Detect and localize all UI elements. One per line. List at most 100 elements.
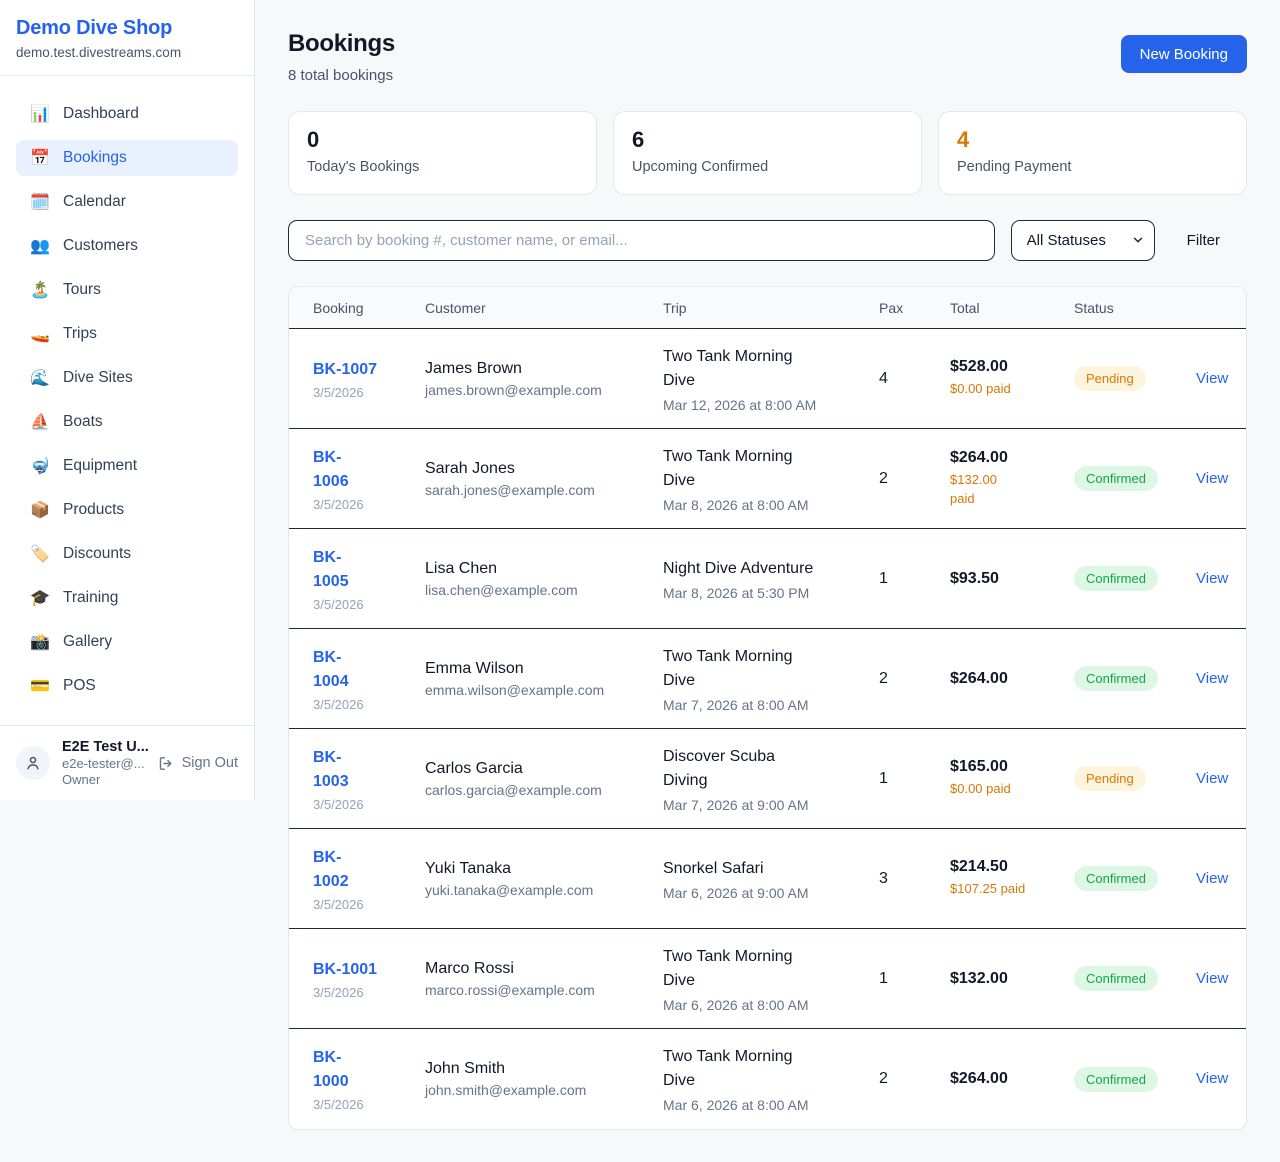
status-badge: Confirmed bbox=[1074, 566, 1158, 591]
customer-email: emma.wilson@example.com bbox=[425, 681, 605, 698]
trip-datetime: Mar 8, 2026 at 5:30 PM bbox=[663, 584, 810, 601]
sign-out-label: Sign Out bbox=[181, 755, 238, 771]
sidebar-item-dashboard[interactable]: 📊 Dashboard bbox=[16, 96, 238, 132]
booking-cell: BK-1007 3/5/2026 bbox=[313, 358, 425, 400]
customer-cell: Marco Rossi marco.rossi@example.com bbox=[425, 960, 663, 998]
sidebar-item-tours[interactable]: 🏝️ Tours bbox=[16, 272, 238, 308]
status-filter-select[interactable]: All Statuses bbox=[1010, 220, 1155, 261]
trip-cell: Discover Scuba Diving Mar 7, 2026 at 9:0… bbox=[663, 745, 879, 813]
stat-label: Pending Payment bbox=[957, 159, 1072, 175]
booking-date: 3/5/2026 bbox=[313, 696, 364, 712]
sign-out-icon bbox=[159, 756, 172, 770]
dive-sites-wave-icon: 🌊 bbox=[30, 370, 50, 387]
total-cell: $264.00 $132.00 paid bbox=[950, 449, 1074, 509]
booking-number-link[interactable]: BK-1001 bbox=[313, 960, 378, 978]
booking-number-link[interactable]: BK- 1002 bbox=[313, 848, 349, 890]
total-amount: $165.00 bbox=[950, 758, 1008, 776]
trip-cell: Snorkel Safari Mar 6, 2026 at 9:00 AM bbox=[663, 857, 879, 901]
avatar bbox=[16, 746, 50, 780]
customer-name: John Smith bbox=[425, 1060, 506, 1077]
total-cell: $93.50 bbox=[950, 570, 1074, 588]
sidebar-item-bookings[interactable]: 📅 Bookings bbox=[16, 140, 238, 176]
customer-cell: Emma Wilson emma.wilson@example.com bbox=[425, 660, 663, 698]
view-link[interactable]: View bbox=[1196, 1070, 1229, 1087]
total-cell: $264.00 bbox=[950, 670, 1074, 688]
sidebar-nav: 📊 Dashboard 📅 Bookings 🗓️ Calendar 👥 Customers 🏝… bbox=[0, 76, 254, 725]
search-input[interactable] bbox=[288, 220, 995, 261]
view-link[interactable]: View bbox=[1196, 369, 1229, 387]
sidebar-item-discounts[interactable]: 🏷️ Discounts bbox=[16, 536, 238, 572]
total-cell: $214.50 $107.25 paid bbox=[950, 858, 1074, 899]
sidebar-item-equipment[interactable]: 🤿 Equipment bbox=[16, 448, 238, 484]
filter-row: All Statuses Filter bbox=[288, 220, 1247, 261]
sidebar-item-label: Bookings bbox=[63, 149, 127, 166]
table-header-row: Booking Customer Trip Pax Total Status bbox=[289, 287, 1246, 329]
sidebar-item-trips[interactable]: 🚤 Trips bbox=[16, 316, 238, 352]
sidebar-item-boats[interactable]: ⛵ Boats bbox=[16, 404, 238, 440]
trip-datetime: Mar 6, 2026 at 8:00 AM bbox=[663, 996, 809, 1013]
view-link[interactable]: View bbox=[1196, 469, 1229, 487]
stat-card-upcoming-confirmed: 6 Upcoming Confirmed bbox=[613, 111, 922, 195]
table-row: BK- 1006 3/5/2026 Sarah Jones sarah.jone… bbox=[289, 429, 1246, 529]
shop-name: Demo Dive Shop bbox=[16, 17, 173, 39]
sidebar-item-training[interactable]: 🎓 Training bbox=[16, 580, 238, 616]
booking-cell: BK- 1003 3/5/2026 bbox=[313, 746, 425, 812]
booking-number-link[interactable]: BK- 1003 bbox=[313, 748, 349, 790]
sidebar-item-customers[interactable]: 👥 Customers bbox=[16, 228, 238, 264]
filter-button[interactable]: Filter bbox=[1186, 232, 1220, 249]
gallery-camera-icon: 📸 bbox=[30, 634, 50, 651]
table-row: BK- 1002 3/5/2026 Yuki Tanaka yuki.tanak… bbox=[289, 829, 1246, 929]
view-link[interactable]: View bbox=[1196, 569, 1229, 587]
booking-date: 3/5/2026 bbox=[313, 1097, 364, 1112]
total-cell: $132.00 bbox=[950, 970, 1074, 988]
new-booking-button[interactable]: New Booking bbox=[1120, 35, 1247, 73]
booking-number-link[interactable]: BK- 1006 bbox=[313, 448, 349, 490]
booking-number-link[interactable]: BK- 1000 bbox=[313, 1049, 349, 1090]
sidebar-item-label: Dashboard bbox=[63, 105, 139, 122]
status-cell: Confirmed bbox=[1074, 1066, 1196, 1092]
pax-count: 4 bbox=[879, 369, 888, 387]
booking-number-link[interactable]: BK- 1004 bbox=[313, 648, 349, 690]
customer-name: Marco Rossi bbox=[425, 959, 514, 977]
sidebar-item-label: Customers bbox=[63, 237, 138, 254]
customer-cell: Carlos Garcia carlos.garcia@example.com bbox=[425, 760, 663, 798]
sidebar-item-pos[interactable]: 💳 POS bbox=[16, 668, 238, 704]
trip-cell: Two Tank Morning Dive Mar 6, 2026 at 8:0… bbox=[663, 945, 879, 1013]
actions-cell: View bbox=[1196, 770, 1228, 788]
pax-count: 1 bbox=[879, 769, 888, 787]
customer-email: carlos.garcia@example.com bbox=[425, 781, 602, 798]
booking-date: 3/5/2026 bbox=[313, 796, 364, 812]
status-badge: Confirmed bbox=[1074, 1066, 1158, 1092]
status-cell: Pending bbox=[1074, 366, 1196, 391]
sidebar-item-dive-sites[interactable]: 🌊 Dive Sites bbox=[16, 360, 238, 396]
booking-number-link[interactable]: BK-1007 bbox=[313, 360, 378, 378]
booking-date: 3/5/2026 bbox=[313, 984, 364, 1000]
booking-cell: BK- 1000 3/5/2026 bbox=[313, 1046, 425, 1112]
view-link[interactable]: View bbox=[1196, 769, 1229, 787]
table-row: BK-1007 3/5/2026 James Brown james.brown… bbox=[289, 329, 1246, 429]
status-cell: Confirmed bbox=[1074, 566, 1196, 591]
sidebar-item-gallery[interactable]: 📸 Gallery bbox=[16, 624, 238, 660]
booking-cell: BK- 1002 3/5/2026 bbox=[313, 846, 425, 912]
user-info: E2E Test U... e2e-tester@... Owner bbox=[62, 739, 149, 787]
stats-row: 0 Today's Bookings 6 Upcoming Confirmed … bbox=[288, 111, 1247, 195]
customer-cell: Yuki Tanaka yuki.tanaka@example.com bbox=[425, 860, 663, 898]
trip-datetime: Mar 6, 2026 at 9:00 AM bbox=[663, 884, 809, 901]
sign-out-button[interactable]: Sign Out bbox=[158, 755, 238, 772]
view-link[interactable]: View bbox=[1196, 669, 1229, 687]
trip-name: Two Tank Morning Dive bbox=[663, 947, 793, 989]
bookings-calendar-icon: 📅 bbox=[30, 150, 50, 167]
calendar-icon: 🗓️ bbox=[30, 194, 50, 211]
booking-number-link[interactable]: BK- 1005 bbox=[313, 548, 349, 590]
column-header-booking: Booking bbox=[313, 299, 364, 316]
user-icon bbox=[27, 756, 39, 770]
view-link[interactable]: View bbox=[1196, 969, 1229, 987]
view-link[interactable]: View bbox=[1196, 869, 1229, 887]
status-cell: Confirmed bbox=[1074, 666, 1196, 691]
sidebar-item-calendar[interactable]: 🗓️ Calendar bbox=[16, 184, 238, 220]
status-cell: Confirmed bbox=[1074, 966, 1196, 991]
trip-datetime: Mar 6, 2026 at 8:00 AM bbox=[663, 1097, 809, 1113]
sidebar-item-products[interactable]: 📦 Products bbox=[16, 492, 238, 528]
table-row: BK- 1003 3/5/2026 Carlos Garcia carlos.g… bbox=[289, 729, 1246, 829]
total-amount: $132.00 bbox=[950, 969, 1008, 987]
